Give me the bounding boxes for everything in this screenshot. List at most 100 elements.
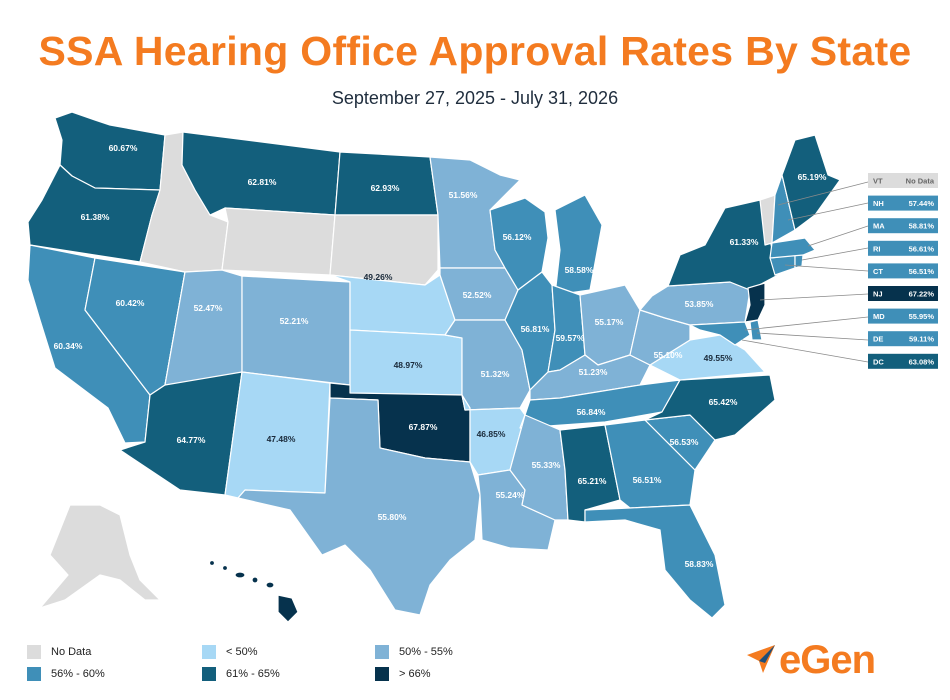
state-MI[interactable]: [554, 194, 603, 296]
legend-swatch-lt50: [202, 645, 216, 659]
callout-md[interactable]: MD 55.95%: [868, 308, 938, 324]
state-label-CA: 60.34%: [54, 341, 83, 351]
state-label-IA: 52.52%: [463, 290, 492, 300]
state-label-WA: 60.67%: [109, 143, 138, 153]
legend-swatch-61-65: [202, 667, 216, 681]
callout-value-vt: No Data: [906, 177, 935, 186]
legend-label-gt66: > 66%: [399, 668, 431, 680]
callout-box-ri: [868, 240, 938, 256]
state-TX[interactable]: [237, 397, 481, 616]
state-label-MN: 51.56%: [449, 190, 478, 200]
page-title: SSA Hearing Office Approval Rates By Sta…: [38, 28, 912, 74]
state-label-HI: 68.33%: [311, 611, 340, 621]
callout-value-ct: 56.51%: [909, 267, 935, 276]
state-label-NV: 60.42%: [116, 298, 145, 308]
legend-label-lt50: < 50%: [226, 646, 258, 658]
legend-label-56-60: 56% - 60%: [51, 668, 105, 680]
legend-swatch-50-55: [375, 645, 389, 659]
state-SD[interactable]: [329, 214, 439, 286]
state-label-WI: 56.12%: [503, 232, 532, 242]
state-label-TX: 55.80%: [378, 512, 407, 522]
callout-box-ma: [868, 218, 938, 234]
callout-dc[interactable]: DC 63.08%: [868, 353, 938, 369]
state-AK[interactable]: [39, 504, 161, 609]
state-label-OH: 55.17%: [595, 317, 624, 327]
callout-state-dc: DC: [873, 357, 884, 366]
callout-value-nj: 67.22%: [909, 290, 935, 299]
egen-logo-mark-icon: [747, 645, 775, 673]
callout-state-ma: MA: [873, 222, 885, 231]
callout-state-vt: VT: [873, 177, 883, 186]
state-label-LA: 55.24%: [496, 490, 525, 500]
state-label-OK: 67.87%: [409, 422, 438, 432]
state-label-VA: 49.55%: [704, 353, 733, 363]
callout-box-dc: [868, 353, 938, 369]
state-label-NM: 47.48%: [267, 434, 296, 444]
legend-label-no-data: No Data: [51, 646, 92, 658]
callout-state-de: DE: [873, 335, 883, 344]
legend-item-56-60: 56% - 60%: [27, 667, 105, 681]
legend-label-50-55: 50% - 55%: [399, 646, 453, 658]
callout-ri[interactable]: RI 56.61%: [868, 240, 938, 256]
callout-ct[interactable]: CT 56.51%: [868, 263, 938, 279]
state-label-NE: 49.26%: [364, 272, 393, 282]
callout-nh[interactable]: NH 57.44%: [868, 195, 938, 211]
callout-box-ct: [868, 263, 938, 279]
state-DE[interactable]: [749, 319, 763, 341]
state-CO[interactable]: [241, 275, 351, 386]
callout-ma[interactable]: MA 58.81%: [868, 218, 938, 234]
callout-box-md: [868, 308, 938, 324]
state-label-OR: 61.38%: [81, 212, 110, 222]
callout-state-nj: NJ: [873, 290, 883, 299]
state-label-KS: 48.97%: [394, 360, 423, 370]
state-MT[interactable]: [181, 131, 341, 216]
state-HI[interactable]: [208, 559, 299, 623]
state-label-SC: 56.53%: [670, 437, 699, 447]
callout-value-nh: 57.44%: [909, 199, 935, 208]
callout-state-nh: NH: [873, 199, 884, 208]
state-ME[interactable]: [781, 134, 841, 231]
state-label-CO: 52.21%: [280, 316, 309, 326]
state-NC[interactable]: [644, 374, 776, 441]
callout-box-nj: [868, 286, 938, 301]
state-label-KY: 51.23%: [579, 367, 608, 377]
legend-swatch-56-60: [27, 667, 41, 681]
state-label-ME: 65.19%: [798, 172, 827, 182]
callout-value-ri: 56.61%: [909, 244, 935, 253]
state-label-AR: 46.85%: [477, 429, 506, 439]
callout-box-vt: [868, 173, 938, 188]
legend-swatch-gt66: [375, 667, 389, 681]
state-label-MS: 55.33%: [532, 460, 561, 470]
legend-label-61-65: 61% - 65%: [226, 668, 280, 680]
state-label-GA: 56.51%: [633, 475, 662, 485]
legend-swatch-no-data: [27, 645, 41, 659]
state-label-WV: 55.10%: [654, 350, 683, 360]
legend-item-no-data: No Data: [27, 645, 91, 659]
callout-state-ct: CT: [873, 267, 883, 276]
state-WY[interactable]: [221, 207, 336, 276]
callout-vt[interactable]: VT No Data: [868, 173, 938, 188]
callout-de[interactable]: DE 59.11%: [868, 331, 938, 347]
egen-logo: eGen: [745, 638, 876, 682]
state-MA[interactable]: [769, 237, 816, 259]
state-label-UT: 52.47%: [194, 303, 223, 313]
callout-value-de: 59.11%: [909, 335, 934, 344]
egen-logo-text: eGen: [779, 638, 876, 682]
state-label-IL: 56.81%: [521, 324, 550, 334]
callout-box-nh: [868, 195, 938, 211]
state-label-ND: 62.93%: [371, 183, 400, 193]
state-label-NC: 65.42%: [709, 397, 738, 407]
state-label-AZ: 64.77%: [177, 435, 206, 445]
callout-nj[interactable]: NJ 67.22%: [868, 286, 938, 301]
state-MD[interactable]: [689, 321, 751, 346]
state-label-TN: 56.84%: [577, 407, 606, 417]
state-label-FL: 58.83%: [685, 559, 714, 569]
state-label-AL: 65.21%: [578, 476, 607, 486]
state-FL[interactable]: [584, 504, 726, 619]
state-label-MO: 51.32%: [481, 369, 510, 379]
state-label-MI: 58.58%: [565, 265, 594, 275]
state-label-NY: 61.33%: [730, 237, 759, 247]
state-label-IN: 59.57%: [556, 333, 585, 343]
callout-state-ri: RI: [873, 244, 881, 253]
